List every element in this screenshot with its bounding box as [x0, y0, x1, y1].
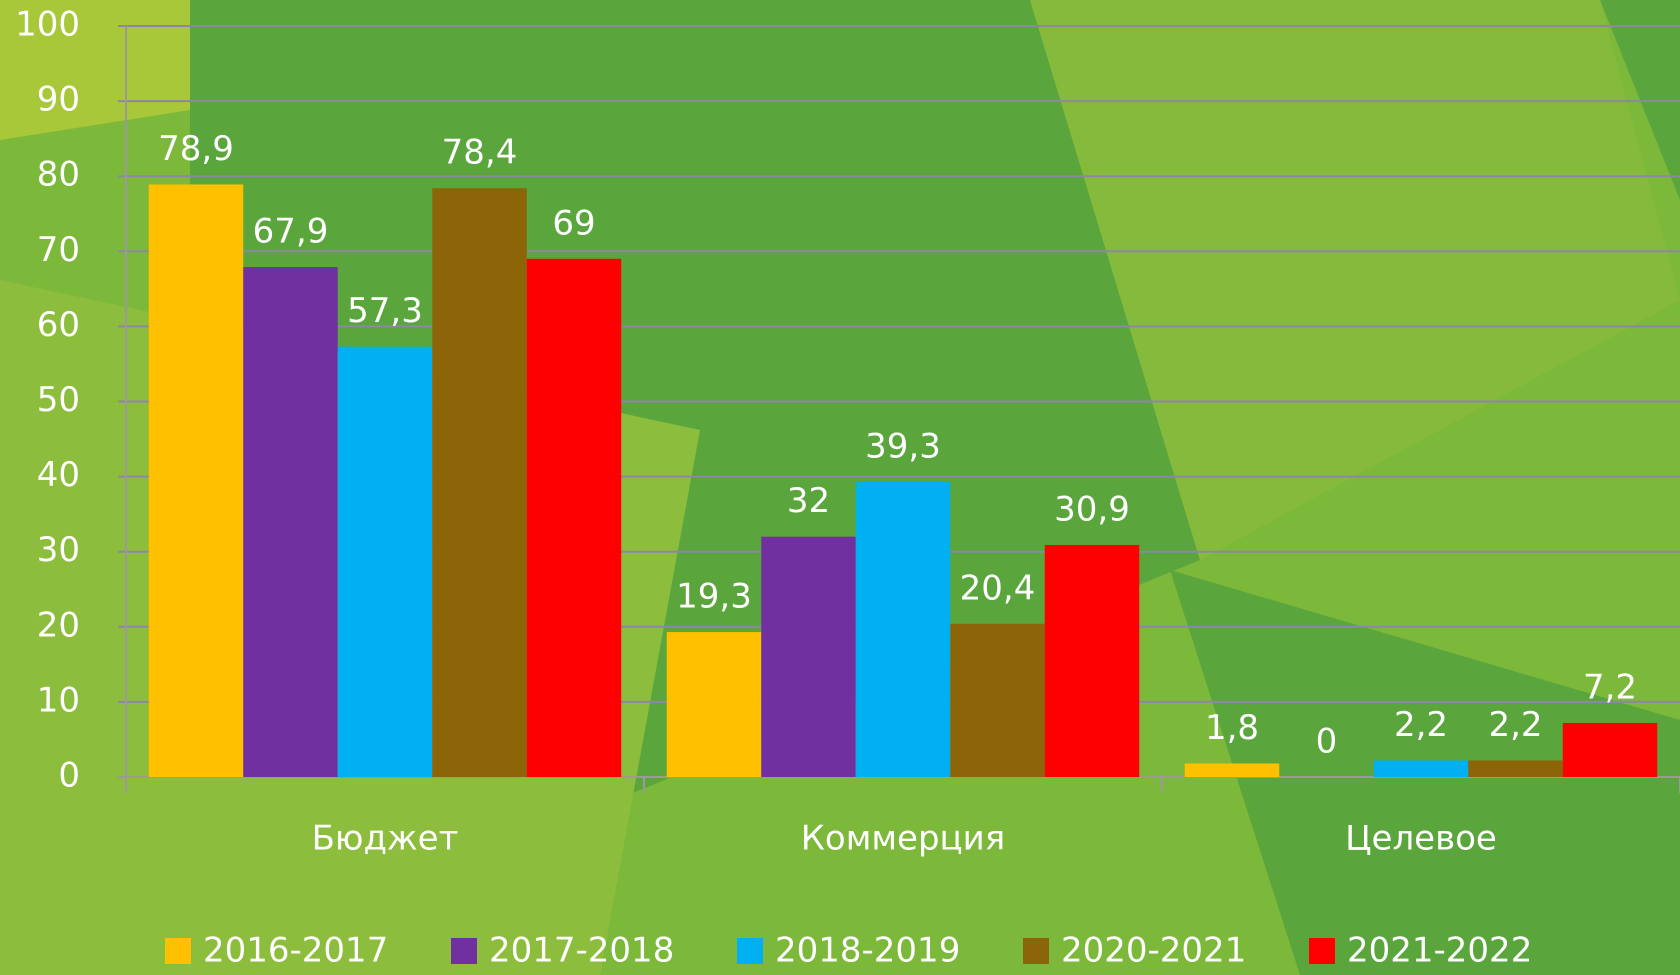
- value-label: 57,3: [347, 291, 423, 331]
- value-label: 2,2: [1488, 705, 1542, 745]
- value-label: 69: [552, 203, 595, 243]
- y-tick-label: 80: [37, 155, 80, 195]
- bar: [338, 347, 433, 777]
- legend-swatch: [165, 938, 191, 964]
- bar: [1374, 760, 1469, 777]
- x-tick-label: Бюджет: [312, 819, 459, 859]
- legend-label: 2018-2019: [775, 931, 960, 971]
- page: {"chart_data": {"type": "bar", "categori…: [0, 0, 1680, 975]
- chart: 0 10 20 30 40 50 60 70 80 90 100 Бюджет 78,9 67,9 57,3…: [0, 0, 1680, 975]
- y-tick-label: 20: [37, 605, 80, 645]
- value-label: 19,3: [676, 577, 752, 617]
- value-label: 78,4: [442, 133, 518, 173]
- x-tick-label: Коммерция: [801, 819, 1005, 859]
- value-label: 0: [1316, 722, 1338, 762]
- bar: [856, 482, 951, 777]
- legend-swatch: [1023, 938, 1049, 964]
- bar: [950, 624, 1045, 777]
- legend-label: 2021-2022: [1347, 931, 1532, 971]
- value-label: 78,9: [158, 129, 234, 169]
- y-tick-label: 0: [58, 756, 80, 796]
- y-tick-label: 40: [37, 455, 80, 495]
- value-label: 30,9: [1054, 489, 1130, 529]
- legend-label: 2020-2021: [1061, 931, 1246, 971]
- value-label: 67,9: [253, 212, 329, 252]
- value-label: 20,4: [960, 568, 1036, 608]
- bar: [527, 259, 622, 777]
- bar: [1468, 760, 1563, 777]
- y-tick-label: 100: [15, 5, 80, 45]
- value-label: 32: [787, 481, 830, 521]
- bar: [149, 184, 244, 777]
- bar: [432, 188, 527, 777]
- bar: [1045, 545, 1140, 777]
- legend-swatch: [451, 938, 477, 964]
- y-tick-label: 10: [37, 680, 80, 720]
- value-label: 1,8: [1205, 708, 1259, 748]
- bar: [667, 632, 762, 777]
- y-tick-label: 50: [37, 380, 80, 420]
- x-tick-label: Целевое: [1345, 819, 1497, 859]
- value-label: 39,3: [865, 426, 941, 466]
- bar: [243, 267, 338, 777]
- bar: [1563, 723, 1658, 777]
- legend-label: 2016-2017: [203, 931, 388, 971]
- y-tick-label: 70: [37, 230, 80, 270]
- y-tick-label: 90: [37, 80, 80, 120]
- y-tick-label: 60: [37, 305, 80, 345]
- bar: [761, 537, 856, 777]
- legend-swatch: [737, 938, 763, 964]
- legend-swatch: [1309, 938, 1335, 964]
- legend-label: 2017-2018: [489, 931, 674, 971]
- bar: [1185, 763, 1280, 777]
- value-label: 7,2: [1583, 667, 1637, 707]
- value-label: 2,2: [1394, 705, 1448, 745]
- y-tick-label: 30: [37, 530, 80, 570]
